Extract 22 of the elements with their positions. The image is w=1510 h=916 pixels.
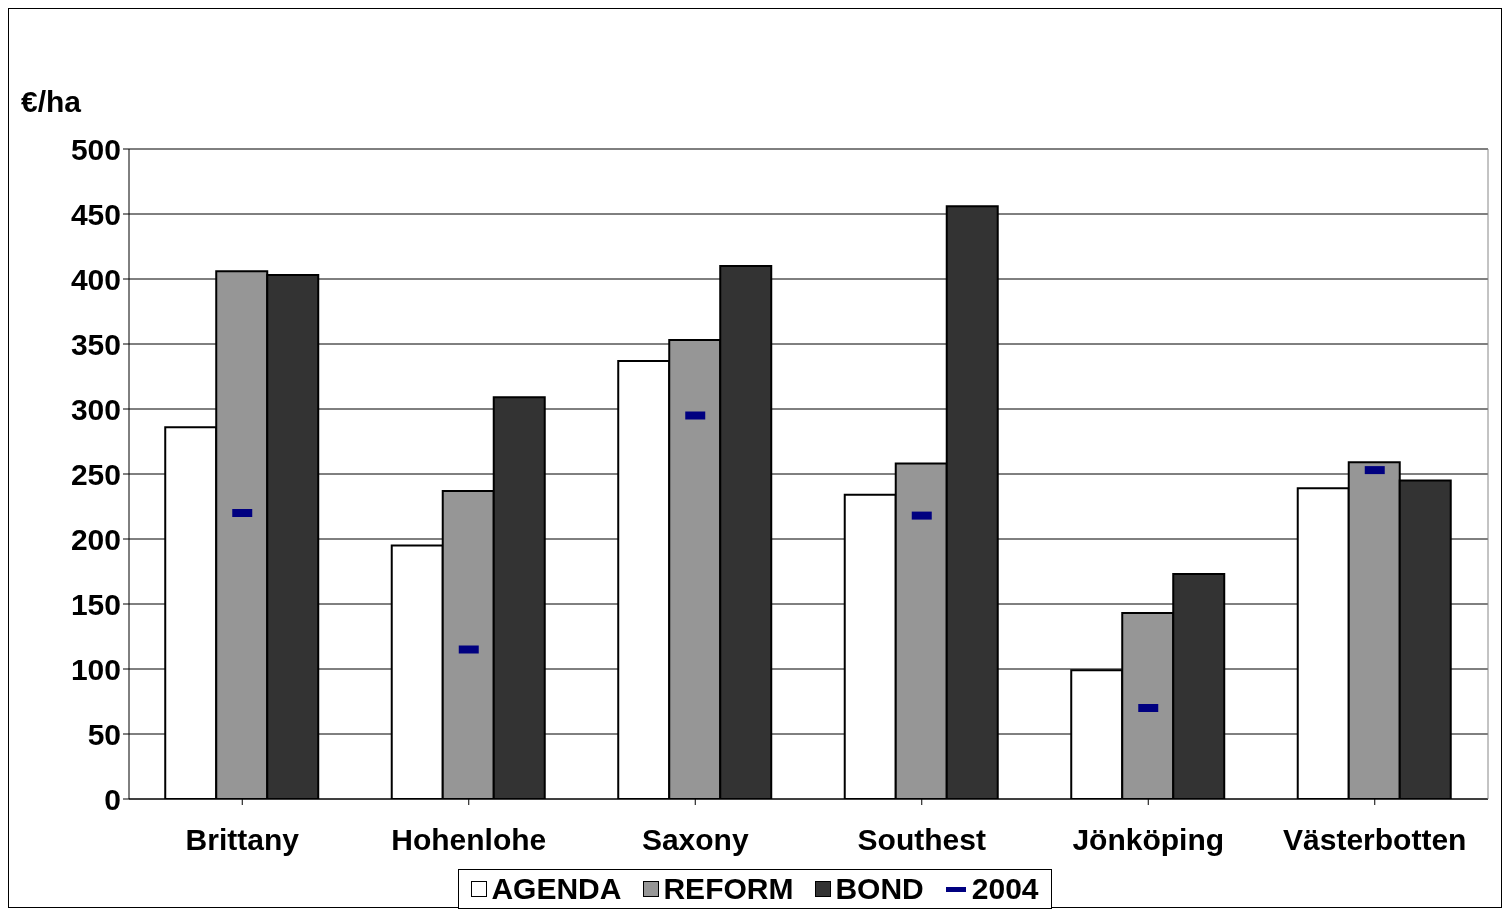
legend-label: 2004 bbox=[970, 872, 1039, 906]
y-tick-label: 250 bbox=[70, 457, 121, 491]
y-tick-label: 50 bbox=[87, 717, 121, 751]
y-tick-label: 400 bbox=[70, 262, 121, 296]
x-tick-label: Västerbotten bbox=[1283, 823, 1467, 857]
y-tick-label: 450 bbox=[70, 197, 121, 231]
x-tick-label: Southest bbox=[857, 823, 986, 857]
x-tick-label: Jönköping bbox=[1072, 823, 1225, 857]
x-tick-label: Hohenlohe bbox=[391, 823, 547, 857]
y-axis-title: €/ha bbox=[21, 85, 82, 119]
y-tick-label: 150 bbox=[70, 587, 121, 621]
x-tick-label: Brittany bbox=[185, 823, 300, 857]
y-tick-label: 0 bbox=[104, 782, 121, 816]
x-tick-label: Saxony bbox=[641, 823, 749, 857]
y-tick-label: 200 bbox=[70, 522, 121, 556]
legend-label: AGENDA bbox=[490, 872, 622, 906]
y-tick-label: 300 bbox=[70, 392, 121, 426]
legend-label: REFORM bbox=[662, 872, 794, 906]
y-tick-label: 350 bbox=[70, 327, 121, 361]
legend-label: BOND bbox=[834, 872, 924, 906]
y-tick-label: 100 bbox=[70, 652, 121, 686]
y-tick-label: 500 bbox=[70, 132, 121, 166]
